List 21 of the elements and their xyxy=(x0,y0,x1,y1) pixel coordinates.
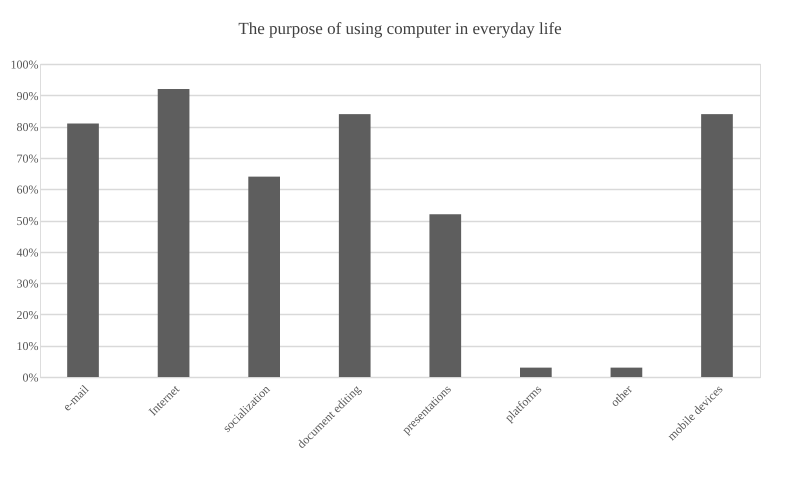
y-tick-label: 40% xyxy=(16,245,38,260)
y-tick-label: 20% xyxy=(16,308,38,322)
y-tick-label: 30% xyxy=(16,276,38,291)
bar xyxy=(248,176,280,377)
y-tick-label: 50% xyxy=(16,214,38,228)
bar xyxy=(701,114,733,377)
y-tick-label: 70% xyxy=(16,151,38,166)
y-tick-label: 10% xyxy=(16,339,38,354)
chart-title: The purpose of using computer in everyday life xyxy=(238,19,562,38)
bar xyxy=(429,214,462,377)
y-tick-label: 100% xyxy=(10,58,38,72)
bar xyxy=(610,368,642,377)
y-tick-label: 0% xyxy=(22,370,38,384)
y-tick-label: 60% xyxy=(16,182,38,197)
bar xyxy=(520,368,552,377)
x-tick-label: other xyxy=(608,382,635,410)
y-tick-label: 90% xyxy=(16,88,38,103)
y-tick-label: 80% xyxy=(16,120,38,134)
bar xyxy=(338,114,371,377)
bar xyxy=(158,89,190,377)
bar xyxy=(67,123,99,377)
